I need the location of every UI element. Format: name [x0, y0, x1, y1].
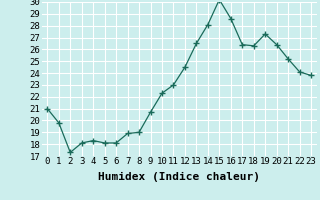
X-axis label: Humidex (Indice chaleur): Humidex (Indice chaleur): [98, 172, 260, 182]
